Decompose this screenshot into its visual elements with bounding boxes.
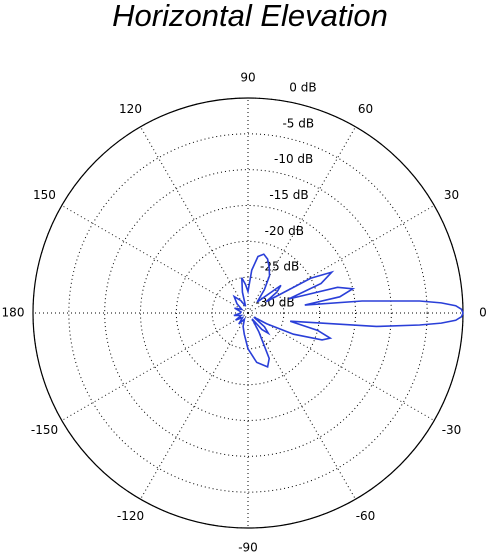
pattern-line (232, 253, 464, 368)
radial-tick-label: -25 dB (260, 260, 299, 274)
angle-tick-label: 30 (444, 188, 459, 202)
radial-tick-label: -20 dB (265, 224, 304, 238)
angle-tick-label: 0 (479, 306, 487, 320)
grid-spoke (61, 312, 249, 421)
angle-tick-label: 90 (240, 71, 255, 85)
angle-tick-label: 60 (358, 102, 373, 116)
radial-tick-label: -15 dB (269, 188, 308, 202)
chart-title: Horizontal Elevation (112, 0, 388, 33)
grid-ring (68, 133, 428, 493)
angle-tick-label: 120 (119, 102, 142, 116)
grid-spoke (140, 126, 249, 314)
angle-tick-label: -90 (238, 541, 258, 555)
angle-tick-label: -30 (442, 423, 462, 437)
angle-tick-label: -60 (356, 509, 376, 523)
radial-tick-label: -5 dB (282, 116, 314, 130)
angle-tick-label: 180 (2, 306, 25, 320)
grid-ring (175, 240, 321, 386)
grid-spoke (61, 205, 249, 314)
grid-ring (140, 205, 356, 421)
radial-tick-label: 0 dB (289, 81, 316, 95)
radial-tick-label: -10 dB (274, 152, 313, 166)
angle-tick-label: 150 (33, 188, 56, 202)
grid-ring (104, 169, 392, 457)
angle-tick-label: -150 (31, 423, 58, 437)
angle-tick-label: -120 (117, 509, 144, 523)
radial-tick-label: -30 dB (255, 296, 294, 310)
